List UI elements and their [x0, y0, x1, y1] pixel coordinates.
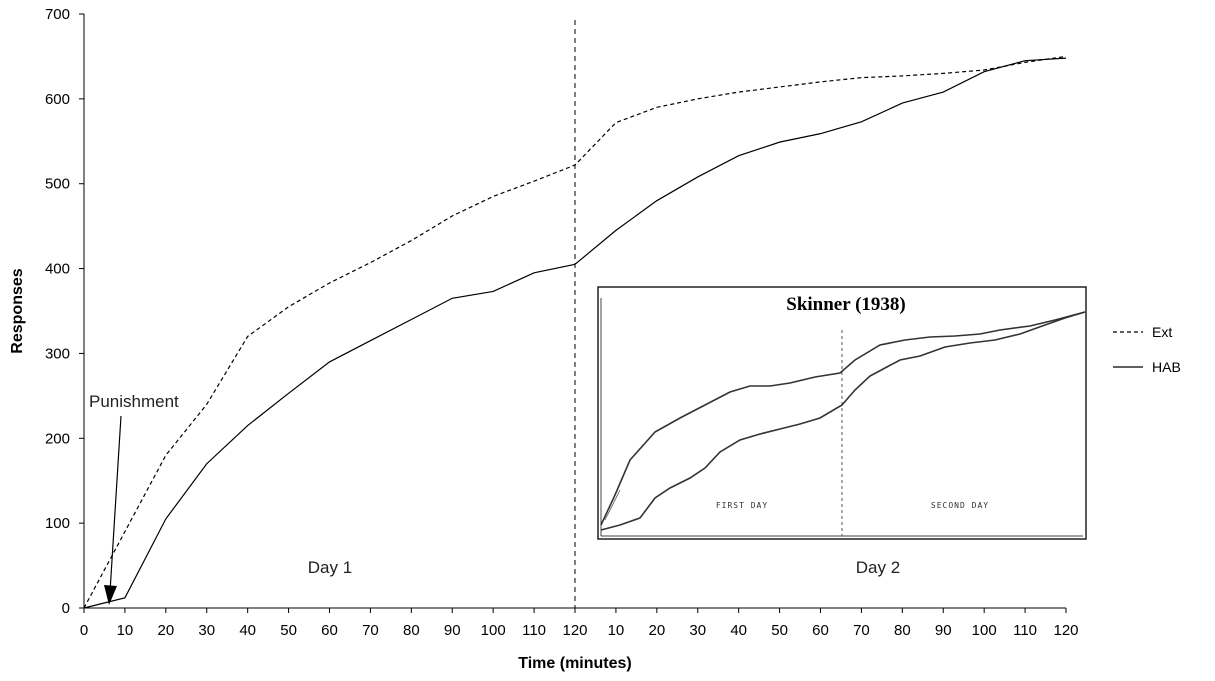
punishment-label: Punishment	[89, 392, 179, 411]
punishment-arrow	[109, 415, 122, 593]
inset-second-day: SECOND DAY	[931, 501, 989, 510]
x-tick-label: 10	[608, 622, 625, 639]
y-tick-label: 100	[45, 515, 70, 532]
y-tick-label: 600	[45, 91, 70, 108]
y-tick-label: 700	[45, 6, 70, 23]
skinner-inset-figure: Skinner (1938) FIRST DAY SECOND DAY	[597, 286, 1087, 540]
y-tick-label: 400	[45, 261, 70, 278]
legend-ext-label: Ext	[1152, 324, 1172, 340]
x-axis-title: Time (minutes)	[518, 655, 632, 672]
y-tick-label: 200	[45, 430, 70, 447]
x-tick-label: 60	[812, 622, 829, 639]
x-ticks: 0 10 20 30 40 50 60 70 80 90 100 110 120 10 20 30 40 50 60…	[80, 608, 1079, 639]
punishment-arrowhead	[104, 585, 117, 605]
x-tick-label: 60	[321, 622, 338, 639]
y-tick-label: 500	[45, 176, 70, 193]
x-tick-label: 20	[157, 622, 174, 639]
inset-lower-curve	[600, 311, 1086, 531]
x-tick-label: 40	[239, 622, 256, 639]
x-tick-label: 90	[444, 622, 461, 639]
y-axis-title: Responses	[9, 268, 26, 353]
inset-upper-curve	[600, 311, 1086, 526]
inset-frame	[597, 286, 1087, 540]
x-tick-label: 100	[481, 622, 506, 639]
legend: Ext HAB	[1113, 324, 1181, 375]
day2-label: Day 2	[856, 558, 900, 577]
x-tick-label: 10	[117, 622, 134, 639]
x-tick-label: 110	[1013, 622, 1037, 639]
x-tick-label: 80	[894, 622, 911, 639]
x-tick-label: 70	[362, 622, 379, 639]
x-tick-label: 90	[935, 622, 952, 639]
x-tick-label: 120	[1053, 622, 1078, 639]
series-layer	[83, 55, 1067, 609]
x-tick-label: 70	[853, 622, 870, 639]
x-tick-label: 20	[648, 622, 665, 639]
x-tick-label: 100	[972, 622, 997, 639]
x-tick-label: 80	[403, 622, 420, 639]
x-tick-label: 30	[198, 622, 215, 639]
y-ticks: 0 100 200 300 400 500 600 700	[45, 6, 84, 617]
inset-stem	[604, 489, 621, 521]
series-line-hab	[83, 57, 1067, 609]
x-tick-label: 110	[522, 622, 546, 639]
x-tick-label: 40	[730, 622, 747, 639]
y-tick-label: 0	[62, 600, 70, 617]
series-line-ext	[83, 55, 1067, 609]
x-tick-label: 0	[80, 622, 88, 639]
x-tick-label: 50	[280, 622, 297, 639]
x-tick-label: 30	[689, 622, 706, 639]
inset-title: Skinner (1938)	[786, 294, 905, 315]
day1-label: Day 1	[308, 558, 352, 577]
x-tick-label: 120	[562, 622, 587, 639]
inset-first-day: FIRST DAY	[716, 501, 768, 510]
x-tick-label: 50	[771, 622, 788, 639]
y-tick-label: 300	[45, 345, 70, 362]
legend-hab-label: HAB	[1152, 359, 1181, 375]
